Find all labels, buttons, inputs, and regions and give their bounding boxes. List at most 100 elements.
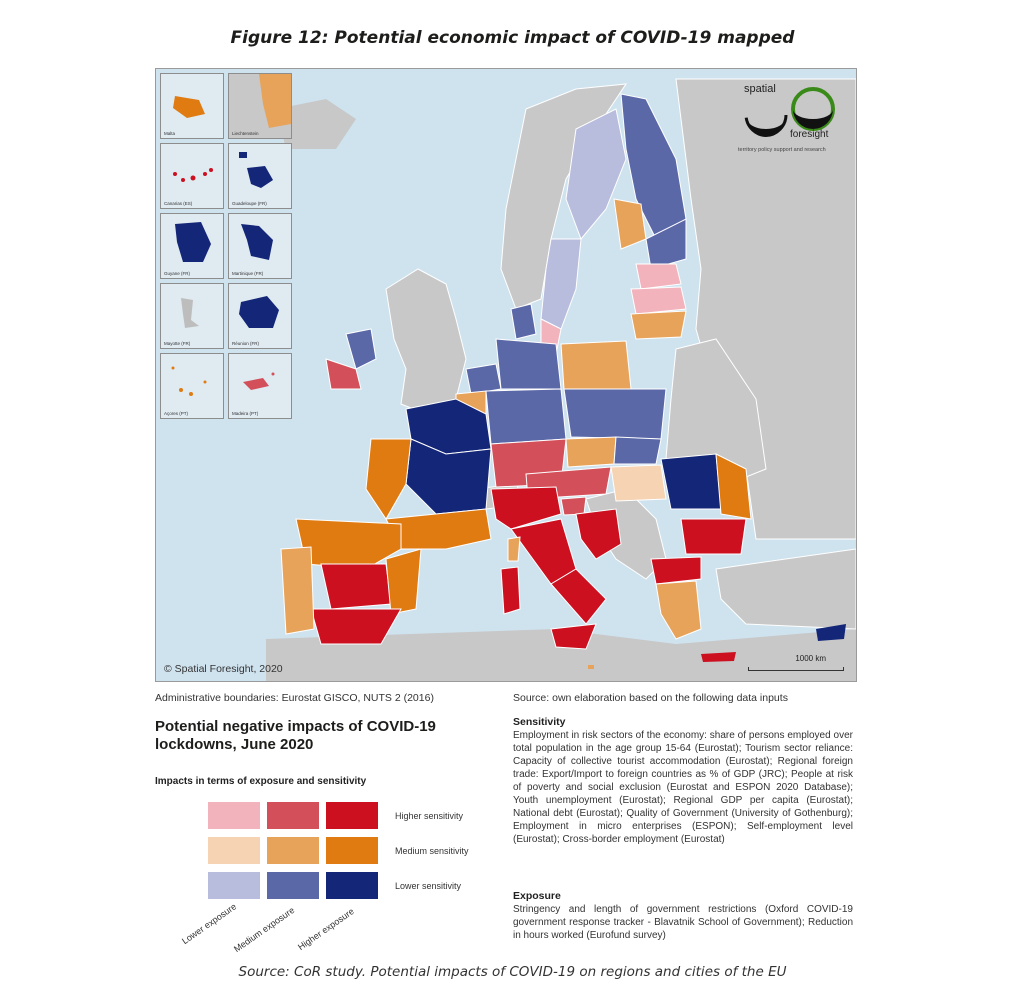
land-uk — [385, 268, 467, 415]
exposure-heading: Exposure — [513, 890, 561, 902]
region-croatia — [575, 508, 622, 560]
scale-label: 1000 km — [795, 654, 826, 663]
region-netherlands — [465, 363, 502, 395]
region-italy-north — [490, 486, 562, 530]
swatch-med-sens-med-exp — [267, 837, 319, 864]
region-bulgaria — [680, 518, 747, 555]
region-spain-south — [310, 608, 402, 645]
inset-acores: Açores (PT) — [160, 353, 224, 419]
inset-label: Madeira (PT) — [232, 411, 259, 416]
region-germany-north — [495, 338, 562, 390]
inset-liechtenstein: Liechtenstein — [228, 73, 292, 139]
inset-malta: Malta — [160, 73, 224, 139]
swatch-low-sens-med-exp — [267, 872, 319, 899]
figure-title: Figure 12: Potential economic impact of … — [230, 28, 795, 48]
scale-bar: 1000 km — [748, 654, 844, 671]
exposure-block: Exposure Stringency and length of govern… — [513, 890, 853, 942]
inset-canarias: Canarias (ES) — [160, 143, 224, 209]
region-corsica — [507, 536, 521, 562]
region-malta — [588, 665, 594, 669]
inset-guadeloupe: Guadeloupe (FR) — [228, 143, 292, 209]
region-estonia — [635, 263, 682, 290]
region-portugal — [280, 546, 315, 635]
sensitivity-heading: Sensitivity — [513, 716, 566, 728]
swatch-high-sens-med-exp — [267, 802, 319, 829]
land-turkey — [715, 548, 856, 630]
legend-title: Potential negative impacts of COVID-19 l… — [155, 718, 436, 753]
label-higher-exposure: Higher exposure — [296, 906, 356, 953]
region-crete — [701, 652, 736, 662]
inset-label: Açores (PT) — [164, 411, 189, 416]
region-finland-south — [645, 218, 687, 270]
sensitivity-text: Employment in risk sectors of the econom… — [513, 730, 853, 845]
region-slovakia — [613, 436, 662, 465]
inset-reunion: Réunion (FR) — [228, 283, 292, 349]
label-higher-sensitivity: Higher sensitivity — [395, 811, 464, 821]
swatch-med-sens-high-exp — [326, 837, 378, 864]
inset-guyane: Guyane (FR) — [160, 213, 224, 279]
inset-label: Malta — [164, 131, 176, 136]
figure-source: Source: CoR study. Potential impacts of … — [238, 964, 787, 980]
region-sardinia — [500, 566, 521, 615]
region-france-west — [365, 438, 412, 520]
region-czechia — [565, 436, 617, 468]
logo-mark — [744, 87, 835, 137]
inset-label: Canarias (ES) — [164, 201, 193, 206]
region-romania-west — [660, 453, 722, 510]
inset-madeira: Madeira (PT) — [228, 353, 292, 419]
map-frame: Malta Liechtenstein Canarias (ES) Guadel… — [155, 68, 857, 682]
map-copyright: © Spatial Foresight, 2020 — [164, 663, 283, 675]
region-denmark — [510, 303, 537, 340]
label-lower-sensitivity: Lower sensitivity — [395, 881, 462, 891]
inset-label: Réunion (FR) — [232, 341, 260, 346]
region-france-south — [385, 508, 492, 550]
label-medium-sensitivity: Medium sensitivity — [395, 846, 469, 856]
region-ireland-east — [345, 328, 377, 370]
logo-foresight-text: foresight — [790, 129, 829, 140]
swatch-med-sens-low-exp — [208, 837, 260, 864]
region-finland-central — [613, 198, 647, 250]
region-sweden-north — [565, 108, 627, 240]
inset-label: Liechtenstein — [232, 131, 259, 136]
swatch-high-sens-high-exp — [326, 802, 378, 829]
inset-label: Guyane (FR) — [164, 271, 191, 276]
europe-map — [266, 78, 856, 681]
region-germany-central — [485, 388, 567, 445]
sensitivity-block: Sensitivity Employment in risk sectors o… — [513, 716, 853, 846]
region-sicily — [550, 623, 597, 650]
label-medium-exposure: Medium exposure — [232, 904, 297, 955]
region-italy-south — [550, 568, 607, 625]
land-north-africa — [266, 629, 856, 681]
data-source-note: Source: own elaboration based on the fol… — [513, 692, 788, 704]
spatial-foresight-logo: spatial foresight territory policy suppo… — [738, 77, 846, 157]
region-poland-south — [563, 388, 667, 440]
region-spain-centre — [320, 563, 392, 610]
admin-boundaries-note: Administrative boundaries: Eurostat GISC… — [155, 692, 434, 704]
region-greece-north — [650, 556, 702, 585]
exposure-text: Stringency and length of government rest… — [513, 904, 853, 941]
inset-label: Guadeloupe (FR) — [232, 201, 267, 206]
legend-subtitle: Impacts in terms of exposure and sensiti… — [155, 776, 367, 787]
inset-mayotte: Mayotte (FR) — [160, 283, 224, 349]
label-lower-exposure: Lower exposure — [180, 901, 239, 947]
logo-spatial-text: spatial — [744, 83, 776, 95]
region-slovenia — [560, 496, 587, 516]
swatch-low-sens-high-exp — [326, 872, 378, 899]
region-romania-east — [715, 453, 752, 520]
swatch-high-sens-low-exp — [208, 802, 260, 829]
region-ireland-west — [325, 358, 362, 390]
region-cyprus — [816, 624, 846, 641]
inset-label: Martinique (FR) — [232, 271, 264, 276]
land-iceland — [276, 99, 356, 149]
region-greece-south — [655, 580, 702, 640]
region-spain-east — [385, 548, 422, 615]
region-italy-centre — [510, 518, 577, 585]
swatch-low-sens-low-exp — [208, 872, 260, 899]
region-poland-north — [560, 340, 632, 390]
inset-label: Mayotte (FR) — [164, 341, 191, 346]
logo-tagline: territory policy support and research — [738, 147, 826, 153]
region-latvia — [630, 286, 687, 315]
region-hungary — [610, 464, 667, 502]
region-lithuania — [630, 310, 687, 340]
inset-martinique: Martinique (FR) — [228, 213, 292, 279]
